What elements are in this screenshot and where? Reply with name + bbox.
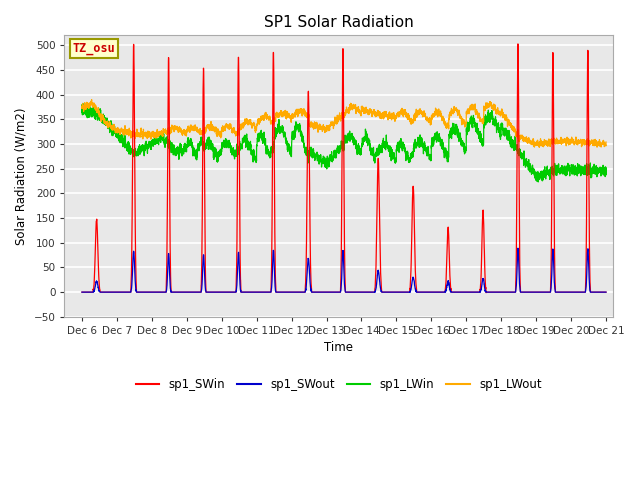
sp1_LWin [331,150,339,156]
sp1_SWout [514,245,522,251]
sp1_LWin [534,179,542,185]
sp1_LWin [79,100,86,106]
sp1_LWout [331,117,339,122]
sp1_LWout [536,144,543,150]
sp1_SWout [254,289,262,295]
sp1_LWout [78,106,86,111]
sp1_SWout [141,289,149,295]
sp1_SWin [254,289,262,295]
sp1_LWout [134,132,141,138]
Line: sp1_LWout: sp1_LWout [82,100,606,147]
sp1_SWin [331,289,339,295]
sp1_SWout [331,289,339,295]
sp1_LWin [134,146,141,152]
sp1_SWout [134,289,141,295]
X-axis label: Time: Time [324,341,353,354]
sp1_LWout [483,100,491,106]
sp1_SWout [167,289,175,295]
Title: SP1 Solar Radiation: SP1 Solar Radiation [264,15,413,30]
sp1_LWin [141,147,149,153]
Line: sp1_LWin: sp1_LWin [82,103,606,182]
sp1_LWout [442,121,449,127]
sp1_SWin [483,290,490,296]
Line: sp1_SWin: sp1_SWin [82,44,606,293]
sp1_LWin [254,136,262,142]
sp1_SWin [78,289,86,295]
sp1_LWout [141,130,149,135]
Line: sp1_SWout: sp1_SWout [82,248,606,292]
sp1_LWin [442,148,449,154]
sp1_SWin [483,289,491,295]
sp1_SWout [78,289,86,295]
Y-axis label: Solar Radiation (W/m2): Solar Radiation (W/m2) [15,108,28,245]
sp1_SWin [442,288,449,294]
sp1_LWout [88,97,95,103]
sp1_LWin [78,102,86,108]
Text: TZ_osu: TZ_osu [73,42,115,55]
sp1_LWout [602,139,610,145]
sp1_LWin [602,165,610,170]
sp1_LWin [483,117,491,122]
sp1_SWin [514,41,522,47]
sp1_SWin [141,289,149,295]
sp1_SWin [134,289,141,295]
sp1_SWout [442,289,449,295]
Legend: sp1_SWin, sp1_SWout, sp1_LWin, sp1_LWout: sp1_SWin, sp1_SWout, sp1_LWin, sp1_LWout [131,373,547,396]
sp1_SWout [602,289,610,295]
sp1_SWin [602,289,610,295]
sp1_SWout [483,289,491,295]
sp1_LWout [254,120,262,126]
